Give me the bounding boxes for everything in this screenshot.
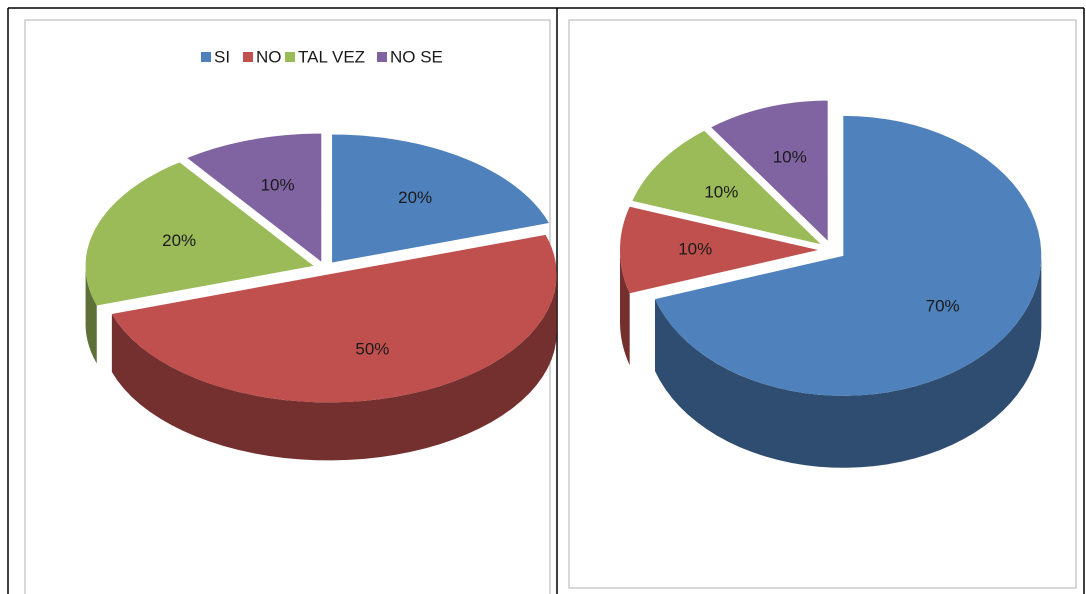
slice — [620, 206, 818, 294]
slice — [711, 100, 828, 241]
slice-side — [85, 265, 97, 364]
data-label: 10% — [773, 148, 807, 167]
data-label: 20% — [162, 231, 196, 250]
legend-swatch — [243, 52, 253, 62]
slice — [632, 130, 821, 245]
slice-side — [620, 250, 630, 366]
slice — [332, 134, 549, 263]
slice — [111, 234, 557, 403]
data-label: 10% — [678, 239, 712, 258]
slice — [187, 133, 322, 262]
legend-swatch — [201, 52, 211, 62]
legend-swatch — [377, 52, 387, 62]
legend-swatch — [285, 52, 295, 62]
data-label: 50% — [355, 339, 389, 358]
legend-label: NO SE — [390, 47, 443, 66]
slice-side — [111, 274, 557, 461]
slice-side — [655, 255, 1042, 468]
slice — [655, 115, 1042, 396]
legend-label: TAL VEZ — [298, 47, 365, 66]
data-label: 10% — [704, 183, 738, 202]
legend-label: NO — [256, 47, 282, 66]
legend-label: SI — [214, 47, 230, 66]
data-label: 70% — [926, 296, 960, 315]
data-label: 10% — [261, 176, 295, 195]
data-label: 20% — [398, 188, 432, 207]
slice — [85, 162, 314, 306]
